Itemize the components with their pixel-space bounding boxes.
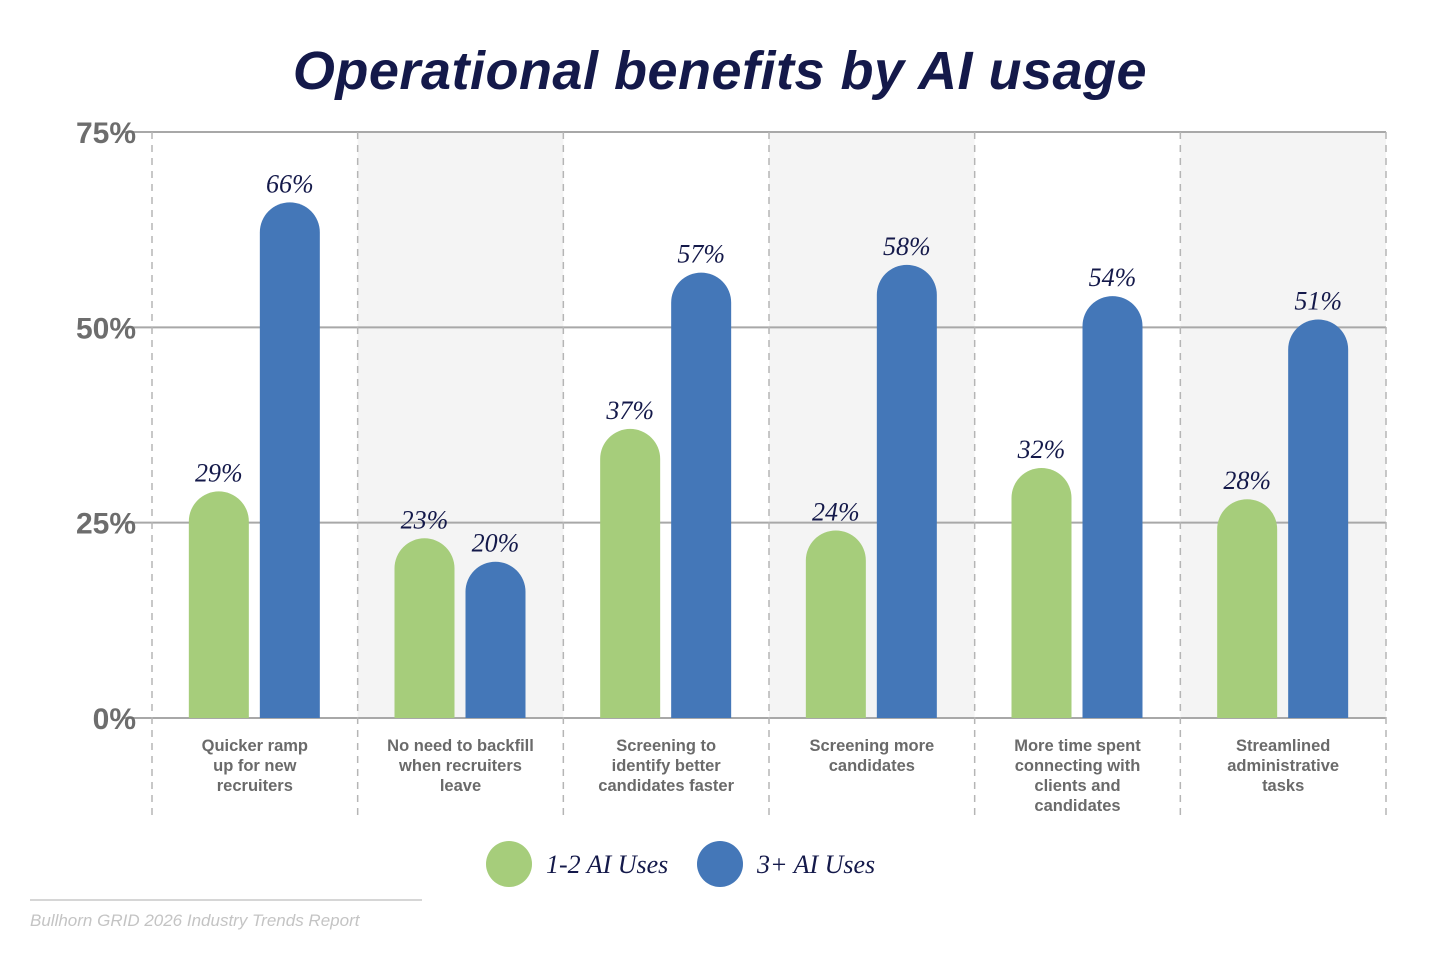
x-tick-label: Streamlined administrative tasks bbox=[1227, 737, 1339, 795]
data-label: 32% bbox=[1017, 435, 1066, 464]
data-label: 28% bbox=[1223, 466, 1271, 495]
data-label: 23% bbox=[401, 505, 449, 534]
data-label: 57% bbox=[677, 240, 725, 269]
bar bbox=[259, 202, 320, 718]
bar bbox=[805, 530, 866, 718]
chart-title: Operational benefits by AI usage bbox=[292, 41, 1148, 101]
y-tick-label: 50% bbox=[76, 312, 136, 345]
y-tick-label: 25% bbox=[76, 508, 136, 541]
x-tick-label: Quicker ramp up for new recruiters bbox=[202, 737, 308, 795]
bar bbox=[394, 538, 455, 718]
x-tick-label: No need to backfill when recruiters leave bbox=[387, 737, 534, 795]
data-label: 51% bbox=[1294, 287, 1342, 316]
data-label: 20% bbox=[472, 529, 520, 558]
bar bbox=[1082, 296, 1143, 718]
x-tick-label: Screening to identify better candidates fa… bbox=[598, 737, 734, 795]
y-tick-label: 75% bbox=[76, 117, 136, 150]
column-shading bbox=[357, 132, 564, 718]
legend-swatch bbox=[697, 841, 743, 887]
bar bbox=[188, 491, 249, 718]
data-label: 66% bbox=[266, 169, 314, 198]
x-tick-label: More time spent connecting with clients an… bbox=[1014, 737, 1141, 815]
data-label: 29% bbox=[195, 458, 243, 487]
x-tick-label: Screening more candidates bbox=[809, 737, 934, 775]
data-label: 58% bbox=[883, 232, 931, 261]
bar bbox=[465, 561, 526, 718]
data-label: 37% bbox=[605, 396, 654, 425]
data-label: 54% bbox=[1089, 263, 1137, 292]
bar bbox=[1011, 467, 1072, 718]
bar bbox=[876, 264, 937, 718]
footer-divider bbox=[30, 899, 422, 901]
bar bbox=[1217, 499, 1278, 718]
bar bbox=[671, 272, 732, 718]
legend-label: 1-2 AI Uses bbox=[546, 850, 668, 879]
legend-label: 3+ AI Uses bbox=[756, 850, 875, 879]
column-shading bbox=[769, 132, 975, 718]
column-shading bbox=[1180, 132, 1386, 718]
bar bbox=[600, 428, 661, 718]
legend-swatch bbox=[486, 841, 532, 887]
y-tick-label: 0% bbox=[93, 703, 136, 736]
source-footer: Bullhorn GRID 2026 Industry Trends Repor… bbox=[30, 911, 360, 930]
bar bbox=[1288, 319, 1349, 718]
data-label: 24% bbox=[812, 497, 860, 526]
